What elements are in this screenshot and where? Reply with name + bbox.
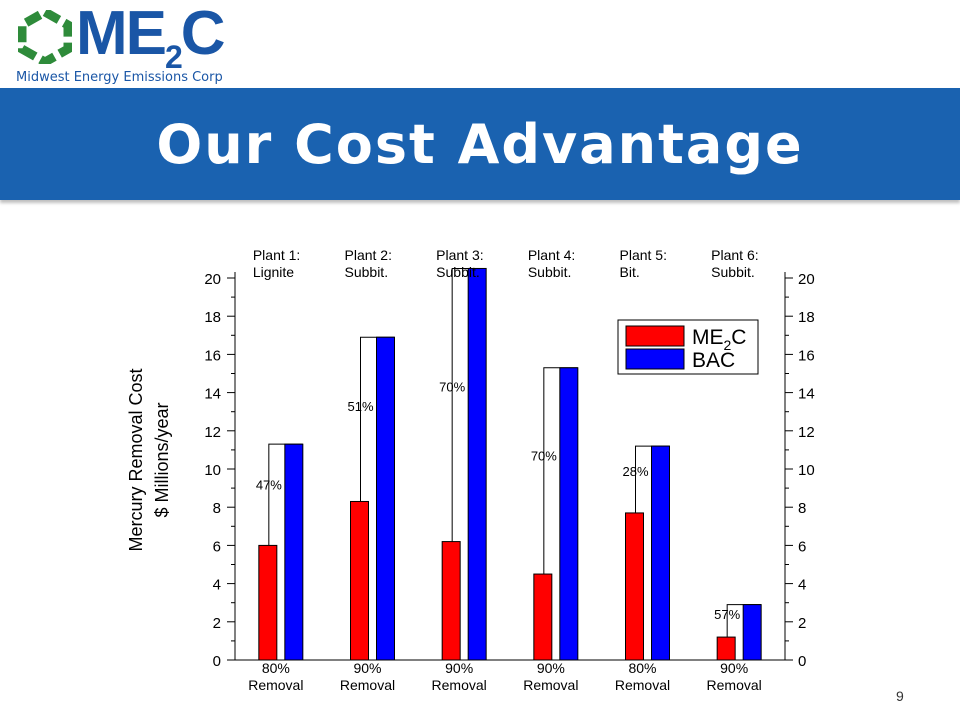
- bar-bac: [284, 443, 304, 661]
- legend-swatch: [625, 348, 685, 370]
- logo-tagline: Midwest Energy Emissions Corp: [16, 70, 223, 85]
- removal-label: 90%: [445, 660, 473, 676]
- bar-bac: [376, 336, 395, 661]
- y-tick-label-right: 16: [798, 347, 815, 364]
- bar-bac: [742, 604, 762, 661]
- y-tick-label-right: 2: [798, 615, 806, 632]
- logo-wordmark: ME2C: [76, 0, 226, 75]
- plant-label: Subbit.: [528, 264, 572, 280]
- y-axis-label: Mercury Removal Cost: [126, 368, 146, 551]
- legend-entry: BAC: [692, 349, 735, 372]
- bar-me2c: [533, 573, 553, 661]
- legend-swatch: [625, 325, 685, 347]
- bar-me2c: [625, 512, 644, 661]
- savings-label: 28%: [622, 464, 648, 479]
- y-tick-label-right: 6: [798, 538, 806, 555]
- removal-label: 90%: [537, 660, 565, 676]
- y-tick-label-left: 18: [204, 309, 221, 326]
- page-number: 9: [896, 688, 904, 704]
- y-tick-label-right: 14: [798, 386, 815, 403]
- savings-label: 70%: [531, 449, 557, 464]
- y-tick-label-left: 16: [204, 347, 221, 364]
- y-tick-label-right: 0: [798, 653, 806, 670]
- savings-label: 70%: [439, 379, 465, 394]
- plant-label: Subbit.: [711, 264, 755, 280]
- savings-label: 47%: [256, 478, 282, 493]
- y-axis-label: $ Millions/year: [152, 402, 172, 517]
- bar-bac: [651, 445, 670, 661]
- removal-label: 80%: [262, 660, 290, 676]
- legend-entry: ME2C: [692, 326, 746, 353]
- removal-label: 90%: [353, 660, 381, 676]
- plant-label: Plant 2:: [345, 247, 392, 263]
- y-tick-label-left: 4: [213, 577, 221, 594]
- y-tick-label-left: 0: [213, 653, 221, 670]
- savings-label: 51%: [347, 399, 373, 414]
- y-tick-label-right: 10: [798, 462, 815, 479]
- y-tick-label-left: 2: [213, 615, 221, 632]
- removal-label: 80%: [628, 660, 656, 676]
- plant-label: Subbit.: [345, 264, 389, 280]
- plant-label: Subbit.: [436, 264, 480, 280]
- bar-me2c: [441, 541, 461, 661]
- bar-bac: [467, 267, 487, 661]
- y-tick-label-left: 10: [204, 462, 221, 479]
- y-tick-label-left: 12: [204, 424, 221, 441]
- plant-label: Plant 5:: [620, 247, 667, 263]
- y-tick-label-right: 12: [798, 424, 815, 441]
- bar-me2c: [258, 544, 278, 661]
- plant-label: Lignite: [253, 264, 294, 280]
- plant-label: Bit.: [620, 264, 640, 280]
- removal-label: Removal: [248, 677, 303, 693]
- y-tick-label-left: 6: [213, 538, 221, 555]
- logo-mark-icon: [18, 10, 72, 64]
- y-tick-label-right: 8: [798, 500, 806, 517]
- removal-label: Removal: [432, 677, 487, 693]
- title-banner: [0, 88, 960, 200]
- bar-me2c: [716, 636, 736, 661]
- removal-label: Removal: [523, 677, 578, 693]
- y-tick-label-right: 18: [798, 309, 815, 326]
- bar-me2c: [350, 500, 369, 661]
- removal-label: Removal: [707, 677, 762, 693]
- company-logo: ME2C Midwest Energy Emissions Corp: [12, 0, 272, 90]
- plant-label: Plant 1:: [253, 247, 300, 263]
- slide-title: Our Cost Advantage: [156, 113, 804, 176]
- plant-label: Plant 3:: [436, 247, 483, 263]
- y-tick-label-left: 14: [204, 386, 221, 403]
- y-tick-label-left: 8: [213, 500, 221, 517]
- y-tick-label-left: 20: [204, 271, 221, 288]
- removal-label: Removal: [615, 677, 670, 693]
- plant-label: Plant 4:: [528, 247, 575, 263]
- y-tick-label-right: 20: [798, 271, 815, 288]
- savings-label: 57%: [714, 607, 740, 622]
- plant-label: Plant 6:: [711, 247, 758, 263]
- y-tick-label-right: 4: [798, 577, 806, 594]
- removal-label: Removal: [340, 677, 395, 693]
- removal-label: 90%: [720, 660, 748, 676]
- bar-bac: [559, 367, 579, 661]
